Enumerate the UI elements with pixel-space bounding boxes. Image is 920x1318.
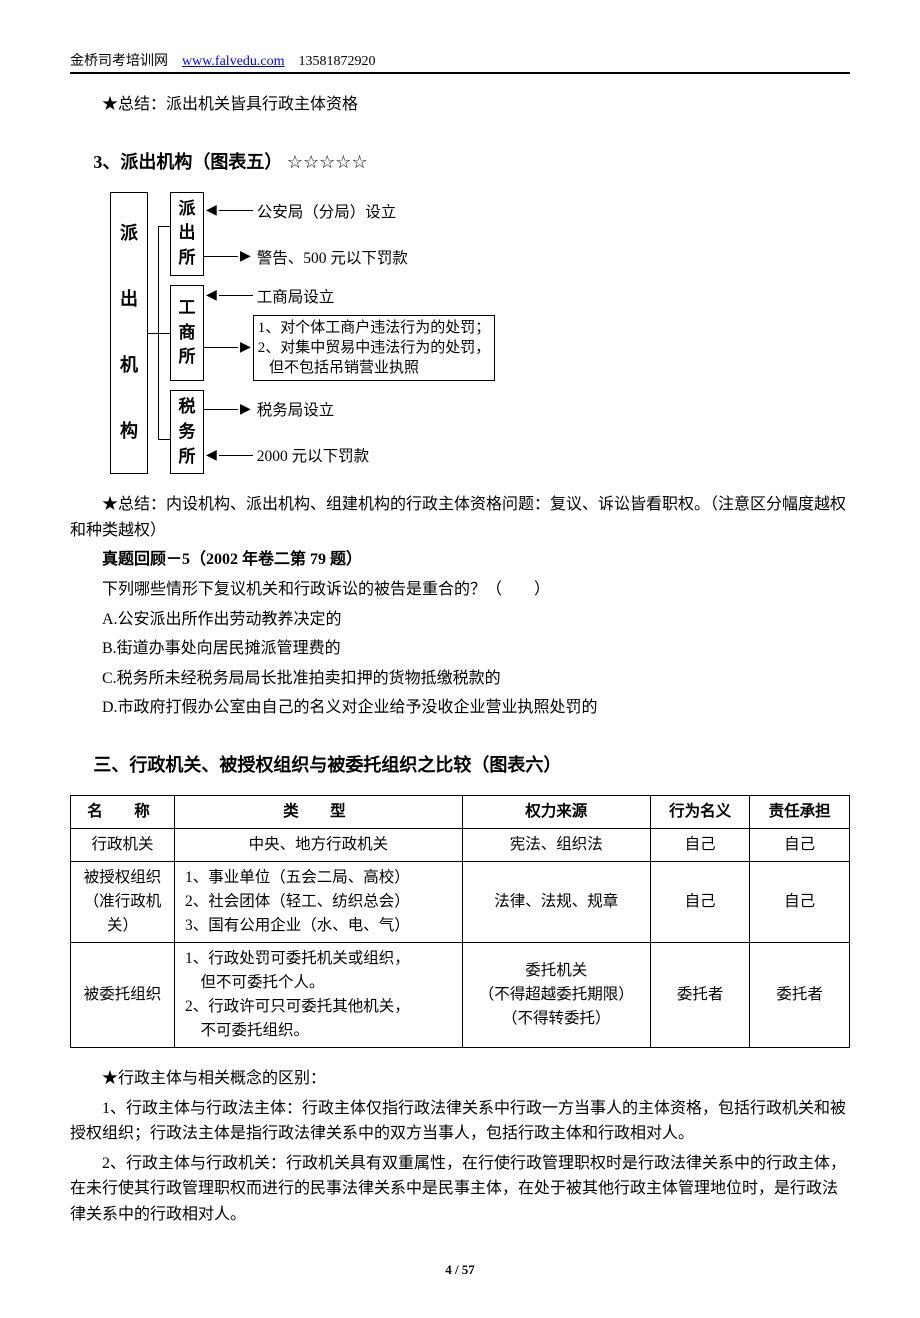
arrow-left-icon: ◀ (204, 447, 219, 464)
line: （准行政机 (84, 893, 162, 910)
cell-action: 委托者 (650, 943, 750, 1048)
section-3-heading: 3、派出机构（图表五） ☆☆☆☆☆ (70, 148, 850, 174)
arrow-line: ▶ 警告、500 元以下罚款 (204, 246, 408, 268)
cell-type: 1、事业单位（五会二局、高校） 2、社会团体（轻工、纺织总会） 3、国有公用企业… (175, 861, 463, 942)
branch-box-gongshangsuo: 工商所 (170, 285, 204, 382)
arrow-text: 警告、500 元以下罚款 (253, 246, 408, 268)
section-3-title: 3、派出机构（图表五） (93, 152, 282, 172)
cell-type: 中央、地方行政机关 (175, 828, 463, 861)
summary-1: ★总结：派出机关皆具行政主体资格 (70, 92, 850, 118)
line: 委托机关 (525, 962, 587, 979)
site-url[interactable]: www.falvedu.com (182, 54, 285, 69)
arrow-text: 税务局设立 (253, 398, 335, 420)
th-name: 名 称 (71, 795, 175, 828)
header-divider (70, 72, 850, 74)
page-header: 金桥司考培训网 www.falvedu.com 13581872920 (70, 50, 850, 70)
table-row: 行政机关 中央、地方行政机关 宪法、组织法 自己 自己 (71, 828, 850, 861)
line: 2、行政许可只可委托其他机关， (185, 998, 410, 1015)
line: （不得转委托） (502, 1010, 611, 1027)
table-row: 被委托组织 1、行政处罚可委托机关或组织， 但不可委托个人。 2、行政许可只可委… (71, 943, 850, 1048)
postnotes-p2: 2、行政主体与行政机关：行政机关具有双重属性，在行使行政管理职权时是行政法律关系… (70, 1151, 850, 1228)
boxed-line: 1、对个体工商户违法行为的处罚； (258, 320, 491, 336)
star-rating: ☆☆☆☆☆ (287, 152, 368, 172)
table-header-row: 名 称 类 型 权力来源 行为名义 责任承担 (71, 795, 850, 828)
arrow-right-icon: ▶ (238, 248, 253, 265)
arrow-left-icon: ◀ (204, 287, 219, 304)
review-option-a: A.公安派出所作出劳动教养决定的 (70, 607, 850, 633)
line: 1、行政处罚可委托机关或组织， (185, 950, 410, 967)
arrow-line: ◀ 工商局设立 (204, 285, 495, 307)
review-option-c: C.税务所未经税务局局长批准拍卖扣押的货物抵缴税款的 (70, 666, 850, 692)
line: 1、事业单位（五会二局、高校） (185, 869, 410, 886)
arrow-text: 2000 元以下罚款 (253, 444, 369, 466)
th-type: 类 型 (175, 795, 463, 828)
postnotes-p1: 1、行政主体与行政法主体：行政主体仅指行政法律关系中行政一方当事人的主体资格，包… (70, 1096, 850, 1147)
branch-box-shuiwusuo: 税务所 (170, 390, 204, 474)
summary-2: ★总结：内设机构、派出机构、组建机构的行政主体资格问题：复议、诉讼皆看职权。（注… (70, 492, 850, 543)
cell-src: 宪法、组织法 (462, 828, 650, 861)
cell-src: 委托机关 （不得超越委托期限） （不得转委托） (462, 943, 650, 1048)
arrow-text: 公安局（分局）设立 (253, 200, 397, 222)
review-title: 真题回顾－5（2002 年卷二第 79 题） (70, 547, 850, 573)
document-page: 金桥司考培训网 www.falvedu.com 13581872920 ★总结：… (0, 0, 920, 1318)
cell-resp: 委托者 (750, 943, 850, 1048)
boxed-line: 2、对集中贸易中违法行为的处罚， (258, 340, 491, 356)
review-option-b: B.街道办事处向居民摊派管理费的 (70, 636, 850, 662)
arrow-right-icon: ▶ (238, 339, 253, 356)
cell-resp: 自己 (750, 828, 850, 861)
diagram-branch-shuiwusuo: 税务所 ▶ 税务局设立 ◀ 2000 元以下罚款 (170, 390, 495, 474)
th-src: 权力来源 (462, 795, 650, 828)
arrow-line: ◀ 公安局（分局）设立 (204, 200, 408, 222)
cell-name: 被委托组织 (71, 943, 175, 1048)
boxed-line: 但不包括吊销营业执照 (269, 360, 419, 376)
arrow-text-boxed: 1、对个体工商户违法行为的处罚； 2、对集中贸易中违法行为的处罚， 但不包括吊销… (253, 315, 496, 382)
line: 不可委托组织。 (201, 1022, 310, 1039)
arrow-left-icon: ◀ (204, 202, 219, 219)
line: 但不可委托个人。 (201, 974, 325, 991)
cell-action: 自己 (650, 861, 750, 942)
arrow-line: ▶ 税务局设立 (204, 398, 369, 420)
phone-number: 13581872920 (299, 54, 376, 69)
cell-src: 法律、法规、规章 (462, 861, 650, 942)
review-question: 下列哪些情形下复议机关和行政诉讼的被告是重合的？（ ） (70, 577, 850, 603)
review-option-d: D.市政府打假办公室由自己的名义对企业给予没收企业营业执照处罚的 (70, 695, 850, 721)
line: 3、国有公用企业（水、电、气） (185, 917, 410, 934)
cell-type: 1、行政处罚可委托机关或组织， 但不可委托个人。 2、行政许可只可委托其他机关，… (175, 943, 463, 1048)
arrow-text: 工商局设立 (253, 285, 335, 307)
diagram-root-box: 派出机构 (110, 192, 148, 475)
arrow-line: ▶ 1、对个体工商户违法行为的处罚； 2、对集中贸易中违法行为的处罚， 但不包括… (204, 315, 495, 382)
arrow-right-icon: ▶ (238, 401, 253, 418)
th-action: 行为名义 (650, 795, 750, 828)
line: （不得超越委托期限） (479, 986, 634, 1003)
branch-box-paichusuo: 派出所 (170, 192, 204, 276)
th-resp: 责任承担 (750, 795, 850, 828)
diagram-bracket (148, 192, 170, 475)
postnotes-title: ★行政主体与相关概念的区别： (70, 1066, 850, 1092)
line: 被授权组织 (84, 869, 162, 886)
cell-action: 自己 (650, 828, 750, 861)
cell-resp: 自己 (750, 861, 850, 942)
table-row: 被授权组织 （准行政机 关） 1、事业单位（五会二局、高校） 2、社会团体（轻工… (71, 861, 850, 942)
cell-name: 被授权组织 （准行政机 关） (71, 861, 175, 942)
diagram-branch-gongshangsuo: 工商所 ◀ 工商局设立 ▶ 1、对个体工商户违法行为的处罚； 2、对集中贸易中违… (170, 285, 495, 382)
cell-name: 行政机关 (71, 828, 175, 861)
section-compare-heading: 三、行政机关、被授权组织与被委托组织之比较（图表六） (70, 751, 850, 777)
line: 2、社会团体（轻工、纺织总会） (185, 893, 410, 910)
arrow-line: ◀ 2000 元以下罚款 (204, 444, 369, 466)
diagram-chart-5: 派出机构 派出所 ◀ 公安局（分局）设立 (110, 192, 850, 475)
diagram-branch-paichusuo: 派出所 ◀ 公安局（分局）设立 ▶ 警告、500 元以下罚款 (170, 192, 495, 276)
line: 关） (107, 917, 138, 934)
comparison-table: 名 称 类 型 权力来源 行为名义 责任承担 行政机关 中央、地方行政机关 宪法… (70, 795, 850, 1048)
page-footer: 4 / 57 (70, 1262, 850, 1278)
site-name: 金桥司考培训网 (70, 54, 168, 69)
